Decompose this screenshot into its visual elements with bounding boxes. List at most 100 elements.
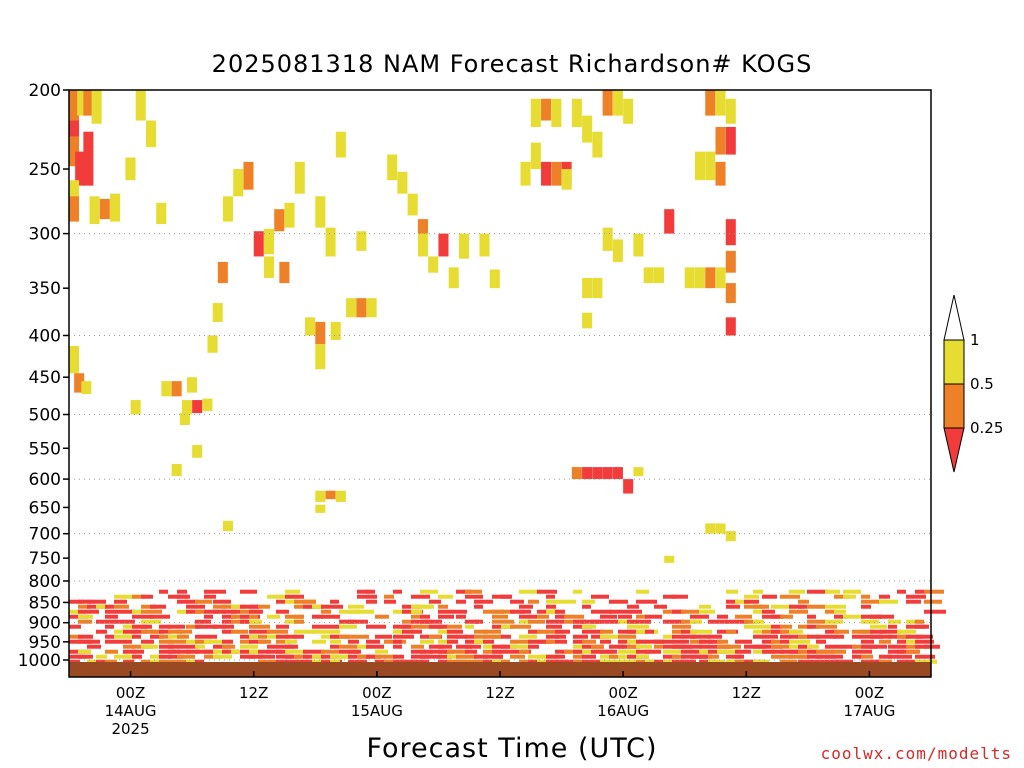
ri-cell-low: [438, 654, 452, 659]
ri-cell-low: [861, 604, 871, 609]
ri-cell-low: [429, 619, 442, 624]
ri-cell-low: [546, 624, 562, 629]
ri-cell-low: [537, 614, 549, 619]
ri-cell-low: [780, 634, 791, 639]
ri-cell-low: [96, 604, 111, 609]
ri-cell-low: [708, 639, 721, 644]
ri-cell-low: [555, 639, 567, 644]
ri-cell: [366, 298, 377, 318]
ri-cell: [222, 196, 233, 222]
ri-cell-low: [222, 614, 236, 619]
ri-cell-low: [609, 599, 628, 604]
ri-cell-low: [861, 599, 881, 604]
ri-cell-low: [321, 604, 343, 609]
ri-cell-low: [312, 629, 321, 634]
ri-cell-low: [555, 634, 566, 639]
ri-cell-low: [438, 649, 454, 654]
ri-cell-low: [105, 604, 114, 609]
ri-cell: [69, 90, 80, 132]
ri-cell-low: [141, 629, 158, 634]
ri-cell-low: [726, 589, 738, 594]
x-tick-label: 00Z: [855, 684, 884, 702]
ri-cell-low: [690, 614, 709, 619]
ri-cell-low: [555, 609, 565, 614]
y-tick-label: 950: [29, 633, 61, 653]
ri-cell-low: [915, 589, 926, 594]
ri-cell-low: [213, 624, 226, 629]
ri-cell-low: [744, 619, 759, 624]
ri-cell: [664, 209, 675, 234]
ri-cell-low: [357, 589, 370, 594]
ri-cell-low: [924, 644, 940, 649]
ri-cell-low: [591, 594, 609, 599]
ri-cell-low: [510, 654, 525, 659]
ri-cell: [125, 157, 136, 181]
ri-cell-low: [204, 614, 213, 619]
ri-cell-low: [825, 629, 839, 634]
ri-cell-low: [447, 649, 469, 654]
ri-cell-low: [762, 594, 777, 599]
ri-cell-low: [321, 629, 340, 634]
ri-cell-low: [708, 654, 719, 659]
ri-cell-low: [744, 594, 759, 599]
ri-cell-low: [285, 589, 300, 594]
ri-cell-low: [348, 604, 364, 609]
ri-cell-low: [141, 609, 162, 614]
ri-cell-low: [87, 644, 101, 649]
ri-cell-low: [384, 599, 396, 604]
ri-cell-low: [906, 619, 922, 624]
ri-cell-low: [636, 599, 657, 604]
ri-cell-low: [816, 624, 837, 629]
ri-cell-low: [807, 604, 825, 609]
ri-cell-low: [780, 659, 797, 664]
ri-cell-low: [321, 614, 340, 619]
y-tick-label: 450: [29, 368, 61, 388]
ri-cell-low: [771, 624, 782, 629]
ri-cell-low: [213, 654, 232, 659]
ri-cell: [135, 90, 146, 121]
ri-cell: [725, 98, 736, 124]
ri-cell: [145, 120, 157, 148]
ri-cell-low: [825, 619, 843, 624]
ri-cell-low: [105, 649, 118, 654]
ri-cell-low: [411, 614, 420, 619]
ri-cell: [294, 161, 305, 194]
ri-cell-low: [618, 614, 632, 619]
ri-cell-low: [537, 639, 553, 644]
ri-cell-low: [528, 619, 545, 624]
ri-cell-low: [294, 619, 304, 624]
ri-cell-low: [267, 594, 283, 599]
ri-cell: [75, 151, 86, 186]
ri-cell: [284, 202, 295, 228]
ri-cell-low: [546, 654, 565, 659]
ri-cell-low: [222, 629, 232, 634]
ri-cell-low: [159, 659, 181, 664]
ri-cell-low: [141, 594, 153, 599]
ri-cell: [315, 321, 326, 345]
ri-cell-low: [582, 654, 596, 659]
ri-cell: [725, 126, 736, 155]
ri-cell-low: [897, 659, 908, 664]
ri-cell-low: [312, 614, 323, 619]
ri-cell-low: [294, 614, 304, 619]
ri-cell-low: [78, 614, 93, 619]
ri-cell-low: [195, 624, 217, 629]
ri-cell-low: [177, 599, 187, 604]
ri-cell-low: [195, 644, 205, 649]
ri-cell-low: [249, 614, 258, 619]
ri-cell-low: [798, 634, 809, 639]
ri-cell-low: [888, 644, 908, 649]
x-axis-label: Forecast Time (UTC): [366, 733, 658, 764]
ground-shading: [69, 662, 931, 677]
ri-cell-low: [636, 589, 649, 594]
y-tick-label: 650: [29, 498, 61, 518]
ri-cell: [156, 202, 167, 225]
ri-cell-low: [843, 589, 861, 594]
ri-cell-low: [114, 599, 127, 604]
ri-cell-low: [276, 634, 288, 639]
ri-cell-low: [636, 644, 652, 649]
ri-cell-low: [825, 604, 846, 609]
ri-cell: [315, 196, 326, 228]
ri-cell-low: [600, 659, 621, 664]
ri-cell-low: [519, 609, 531, 614]
